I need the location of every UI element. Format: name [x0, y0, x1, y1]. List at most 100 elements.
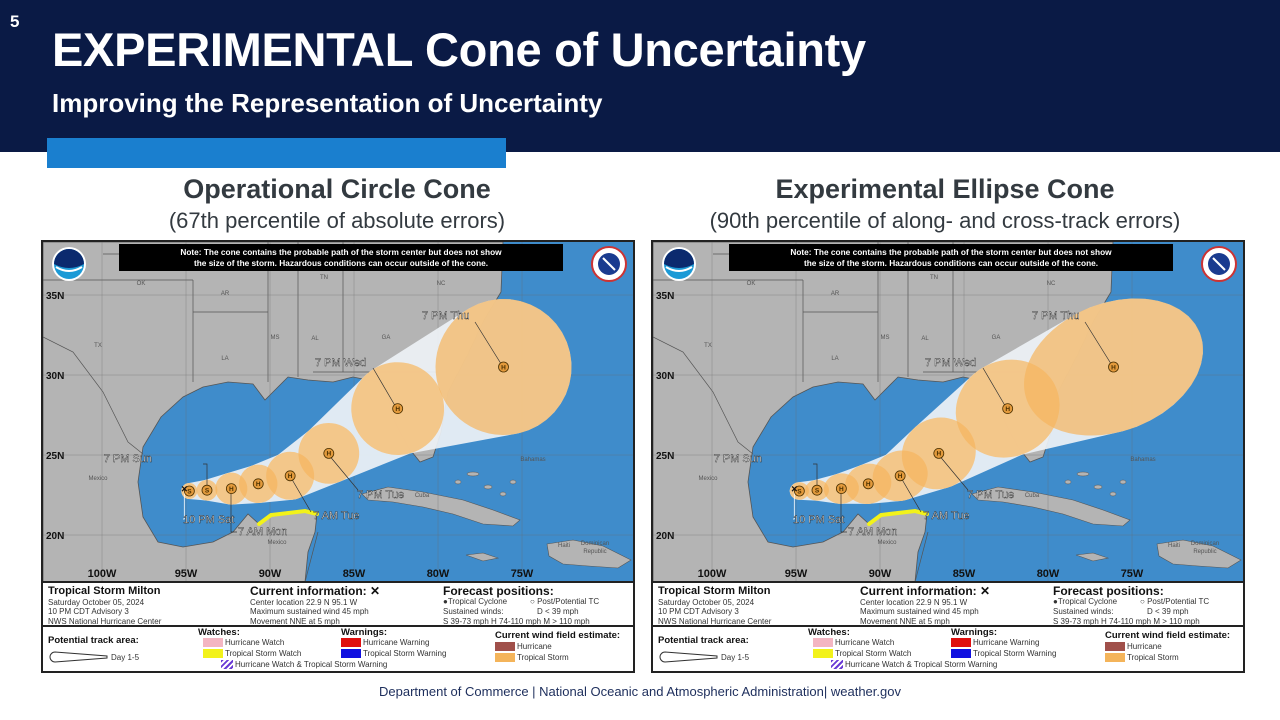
- slide-header: 5 EXPERIMENTAL Cone of Uncertainty Impro…: [0, 0, 1280, 152]
- accent-bar: [47, 138, 506, 168]
- place-label: TX: [704, 343, 712, 349]
- place-label: TN: [320, 275, 328, 281]
- legend-tropical-cyclone: ●Tropical Cyclone: [443, 597, 507, 606]
- current-position-x-icon: ×: [181, 484, 187, 496]
- hollow-dot-icon: ○: [1140, 597, 1148, 606]
- max-wind: Maximum sustained wind 45 mph: [250, 607, 369, 616]
- hatched-swatch: [831, 660, 843, 670]
- place-label: Mexico: [88, 476, 108, 482]
- forecast-time-label: 7 AM Tue: [923, 510, 969, 522]
- footer: Department of Commerce | National Oceani…: [379, 684, 901, 699]
- legend-hurricane-watch: Hurricane Watch: [813, 638, 895, 648]
- longitude-label: 95W: [175, 568, 198, 580]
- latitude-label: 25N: [46, 451, 64, 462]
- wind-category-d: D < 39 mph: [537, 607, 579, 616]
- land-hispaniola: [546, 539, 632, 569]
- cone-note-box: [119, 244, 563, 271]
- place-label: LA: [221, 356, 228, 362]
- slide-subtitle: Improving the Representation of Uncertai…: [52, 88, 603, 118]
- nws-logo: [591, 246, 627, 282]
- legend-hurricane-watch: Hurricane Watch: [203, 638, 285, 648]
- orange-swatch: [1105, 653, 1125, 663]
- forecast-point-icon: [225, 483, 237, 495]
- slide-title: EXPERIMENTAL Cone of Uncertainty: [52, 23, 866, 76]
- blue-swatch: [951, 649, 971, 659]
- forecast-point-icon: [933, 447, 945, 459]
- legend-info-row: Tropical Storm Milton Saturday October 0…: [43, 581, 633, 627]
- red-swatch: [341, 638, 361, 648]
- map-legend: Tropical Storm Milton Saturday October 0…: [43, 581, 633, 671]
- advisory-number: 10 PM CDT Advisory 3: [658, 607, 739, 616]
- longitude-label: 85W: [953, 568, 976, 580]
- legend-info-row: Tropical Storm Milton Saturday October 0…: [653, 581, 1243, 627]
- yellow-swatch: [203, 649, 223, 659]
- label-leader-line: [1084, 321, 1114, 368]
- legend-text: Tropical Storm: [1127, 653, 1179, 662]
- land-jamaica: [465, 552, 500, 562]
- operational-cone-map: OK AR TN NC TX LA MS AL GA Mexico Mexico Bahamas Cub…: [41, 240, 635, 673]
- longitude-label: 95W: [785, 568, 808, 580]
- warnings-title: Warnings:: [951, 627, 998, 638]
- forecast-point-icon: [498, 361, 509, 373]
- forecast-time-label: 7 PM Sun: [714, 453, 762, 465]
- wind-field-title: Current wind field estimate:: [495, 630, 621, 641]
- longitude-label: 85W: [343, 568, 366, 580]
- legend-text: Tropical Storm Watch: [225, 649, 302, 658]
- place-label: TX: [94, 343, 102, 349]
- legend-text: Hurricane: [1127, 642, 1162, 651]
- forecast-point-icon: [835, 483, 847, 495]
- legend-text: Hurricane Watch: [835, 638, 895, 647]
- land-bahamas-island: [1064, 479, 1072, 485]
- place-label: AR: [831, 291, 840, 297]
- longitude-label: 80W: [1037, 568, 1060, 580]
- forecast-point-icon: [183, 485, 195, 497]
- place-label: Dominican: [1191, 541, 1219, 547]
- legend-ts-warning: Tropical Storm Warning: [341, 649, 446, 659]
- forecast-point-type: H: [288, 473, 293, 480]
- forecast-point-type: S: [187, 488, 192, 495]
- land-bahamas-island: [509, 479, 517, 485]
- tropical-storm-watch-coast: [867, 508, 929, 526]
- map-legend: Tropical Storm Milton Saturday October 0…: [653, 581, 1243, 671]
- forecast-point-icon: [793, 485, 805, 497]
- forecast-point-type: H: [256, 481, 261, 488]
- label-leader-line: [813, 463, 818, 490]
- forecast-time-label: 7 PM Thu: [422, 310, 470, 322]
- forecast-point-icon: [894, 470, 906, 482]
- experimental-cone-map: OK AR TN NC TX LA MS AL GA Mexico Mexico Bahamas Cub…: [651, 240, 1245, 673]
- red-swatch: [951, 638, 971, 648]
- legend-hurricane-warning: Hurricane Warning: [341, 638, 429, 648]
- forecast-point-type: H: [326, 451, 331, 458]
- place-label: LA: [831, 356, 838, 362]
- land-bahamas-island: [1119, 479, 1127, 485]
- forecast-point-type: H: [1005, 406, 1010, 413]
- forecast-time-label: 7 AM Mon: [848, 526, 898, 538]
- cone-note-line1: Note: The cone contains the probable pat…: [790, 247, 1112, 257]
- legend-text: Hurricane Watch: [225, 638, 285, 647]
- wind-category-d: D < 39 mph: [1147, 607, 1189, 616]
- land-bahamas-island: [499, 491, 507, 497]
- forecast-time-label: 7 PM Tue: [967, 489, 1014, 501]
- storm-name: Tropical Storm Milton: [48, 585, 161, 597]
- label-leader-line: [793, 490, 795, 520]
- latitude-label: 35N: [46, 291, 64, 302]
- slide-number: 5: [10, 12, 20, 31]
- wind-categories: S 39-73 mph H 74-110 mph M > 110 mph: [1053, 617, 1200, 626]
- issuing-center: NWS National Hurricane Center: [48, 617, 162, 626]
- forecast-point-type: H: [866, 481, 871, 488]
- nws-logo: [1201, 246, 1237, 282]
- advisory-number: 10 PM CDT Advisory 3: [48, 607, 129, 616]
- place-label: MS: [271, 335, 280, 341]
- place-label: AL: [921, 336, 929, 342]
- place-label: Mexico: [698, 476, 718, 482]
- label-leader-line: [474, 321, 504, 368]
- label-leader-line: [982, 367, 1008, 410]
- forecast-point-icon: [1108, 361, 1119, 373]
- legend-post-tc: ○ Post/Potential TC: [1140, 597, 1209, 606]
- legend-text: Post/Potential TC: [1147, 597, 1210, 606]
- legend-wind-ts: Tropical Storm: [1105, 653, 1179, 663]
- place-label: Cuba: [415, 493, 430, 499]
- legend-ts-watch: Tropical Storm Watch: [813, 649, 911, 659]
- legend-text: Hurricane Watch & Tropical Storm Warning: [845, 660, 998, 669]
- cone-shape-icon: [49, 651, 108, 663]
